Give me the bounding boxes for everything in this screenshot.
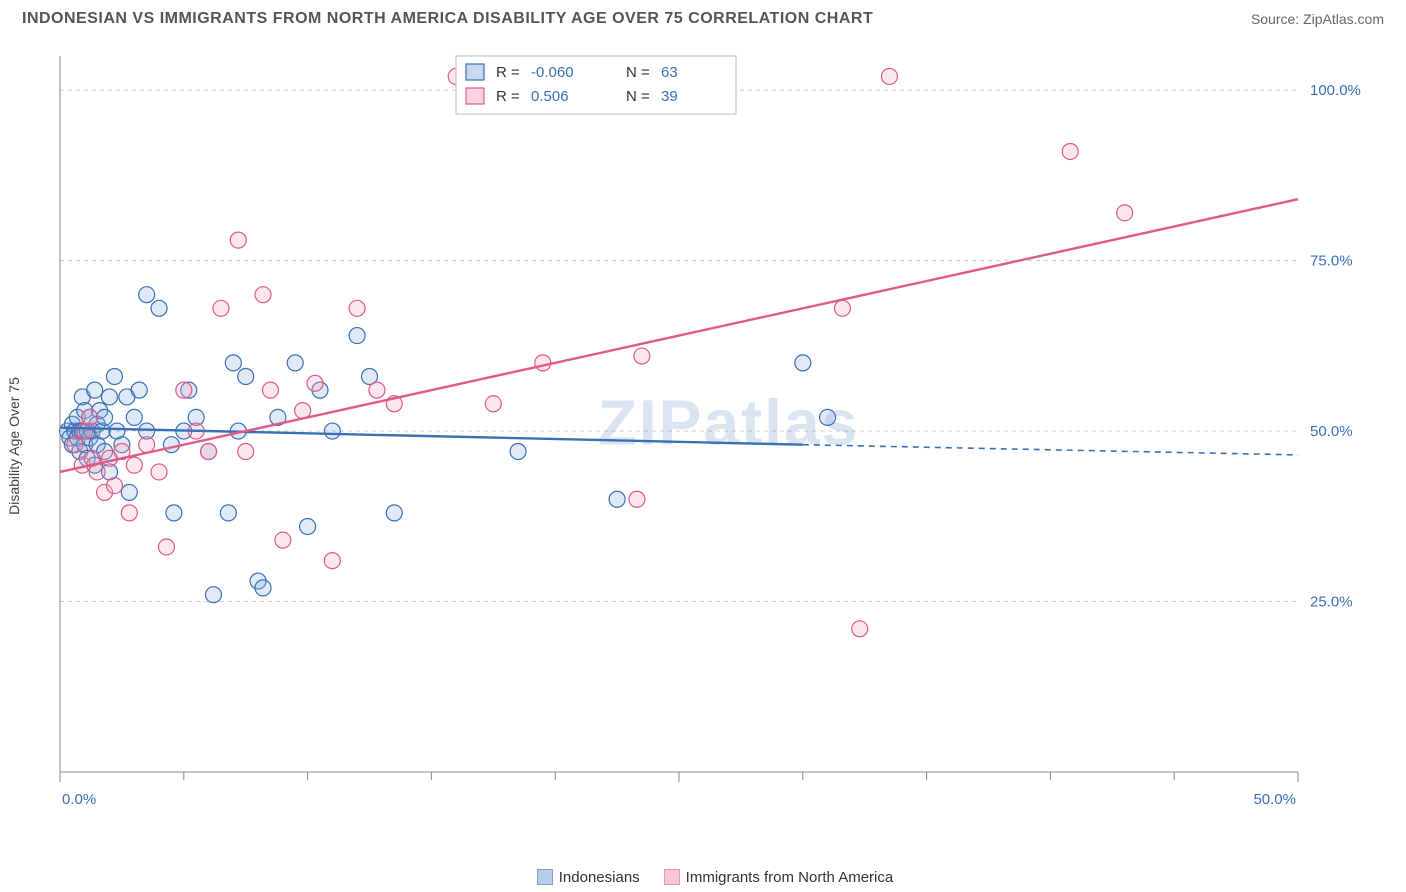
trend-line-extrapolated [803,445,1298,455]
data-point [485,396,501,412]
data-point [225,355,241,371]
data-point [131,382,147,398]
data-point [386,505,402,521]
data-point [139,287,155,303]
data-point [126,457,142,473]
data-point [163,437,179,453]
data-point [139,437,155,453]
legend-label: Indonesians [559,869,640,886]
data-point [634,348,650,364]
watermark: ZIPatlas [598,387,859,459]
data-point [535,355,551,371]
data-point [852,621,868,637]
y-tick-label: 100.0% [1310,82,1361,99]
data-point [176,382,192,398]
data-point [1062,143,1078,159]
data-point [238,368,254,384]
data-point [820,409,836,425]
legend-swatch [664,869,680,885]
legend-bottom: Indonesians Immigrants from North America [0,869,1406,886]
legend-swatch [466,88,484,104]
legend-n-value: 63 [661,64,678,81]
data-point [307,375,323,391]
data-point [255,580,271,596]
data-point [324,553,340,569]
data-point [881,68,897,84]
legend-r-label: R = [496,64,520,81]
y-tick-label: 25.0% [1310,594,1353,611]
data-point [201,444,217,460]
legend-label: Immigrants from North America [686,869,894,886]
data-point [151,300,167,316]
chart-svg: 25.0% 50.0% 75.0% 100.0% ZIPatlas 0.0% 50.0% R … [56,50,1374,820]
legend-r-value: -0.060 [531,64,574,81]
legend-n-value: 39 [661,88,678,105]
data-point [369,382,385,398]
data-point [230,232,246,248]
x-tick-label: 0.0% [62,791,96,808]
data-point [795,355,811,371]
data-point [158,539,174,555]
legend-swatch [537,869,553,885]
data-point [349,300,365,316]
y-axis-label: Disability Age Over 75 [6,377,22,515]
data-point [255,287,271,303]
data-point [206,587,222,603]
legend-r-value: 0.506 [531,88,569,105]
y-tick-label: 75.0% [1310,253,1353,270]
legend-n-label: N = [626,64,650,81]
data-point [238,444,254,460]
y-tick-label: 50.0% [1310,423,1353,440]
data-point [213,300,229,316]
data-point [300,519,316,535]
data-point [89,464,105,480]
data-point [67,437,83,453]
data-point [629,491,645,507]
legend-swatch [466,64,484,80]
data-point [1117,205,1133,221]
legend-n-label: N = [626,88,650,105]
data-point [349,328,365,344]
data-point [151,464,167,480]
x-tick-label: 50.0% [1253,791,1296,808]
data-point [87,382,103,398]
chart-title: INDONESIAN VS IMMIGRANTS FROM NORTH AMER… [22,10,873,28]
data-point [121,484,137,500]
data-point [121,505,137,521]
scatter-chart: 25.0% 50.0% 75.0% 100.0% ZIPatlas 0.0% 50.0% R … [56,50,1374,820]
data-point [275,532,291,548]
data-point [220,505,236,521]
data-point [510,444,526,460]
data-point [262,382,278,398]
data-point [102,389,118,405]
data-point [609,491,625,507]
data-point [324,423,340,439]
legend-r-label: R = [496,88,520,105]
data-point [106,368,122,384]
data-point [97,409,113,425]
data-point [834,300,850,316]
source-attribution: Source: ZipAtlas.com [1251,11,1384,27]
data-point [106,478,122,494]
data-point [166,505,182,521]
data-point [287,355,303,371]
title-bar: INDONESIAN VS IMMIGRANTS FROM NORTH AMER… [0,0,1406,34]
data-point [82,409,98,425]
data-point [126,409,142,425]
